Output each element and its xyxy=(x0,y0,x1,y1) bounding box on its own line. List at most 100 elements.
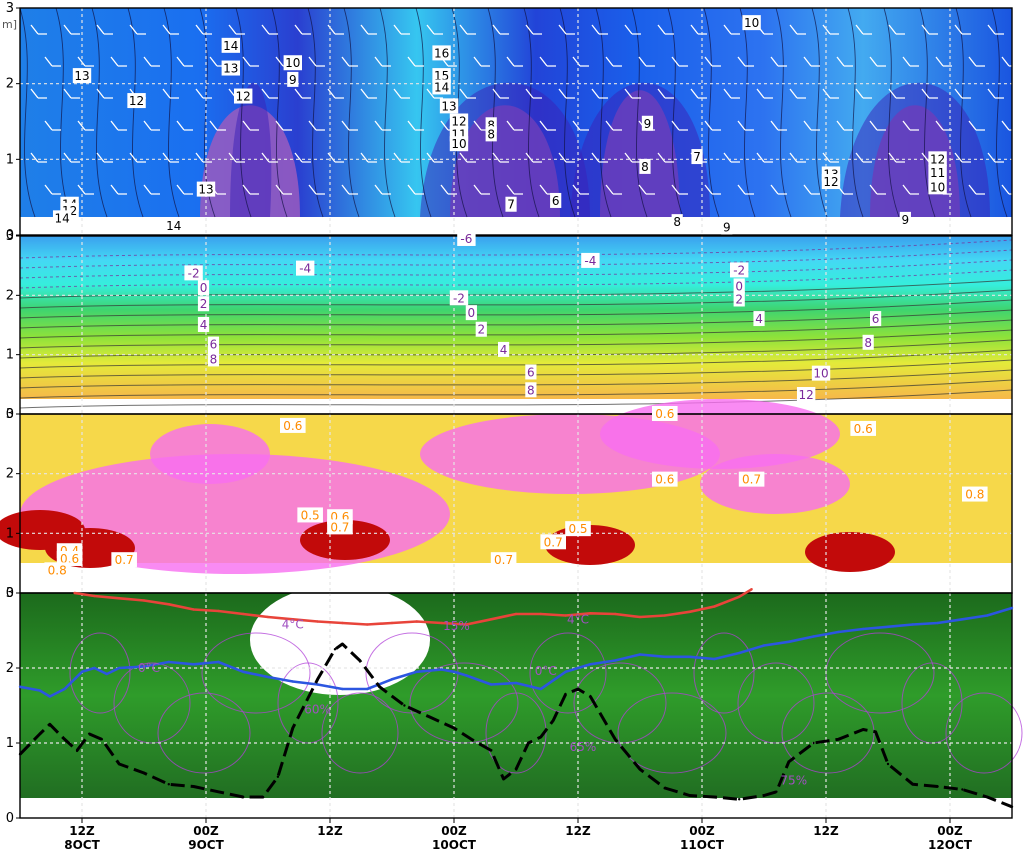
contour-label-box xyxy=(234,88,253,104)
panel-frame xyxy=(19,7,1013,236)
series-point xyxy=(911,623,914,626)
series-point xyxy=(465,674,468,677)
y-unit-fragment: m] xyxy=(2,18,17,31)
contour-label-box xyxy=(565,521,591,537)
wind-barb xyxy=(902,120,919,131)
series-point xyxy=(564,614,567,617)
y-tick-label: 0 xyxy=(6,811,14,826)
contour-label: -6 xyxy=(460,232,472,246)
wind-barb xyxy=(110,56,127,67)
wind-barb xyxy=(426,88,443,99)
series-point xyxy=(341,687,344,691)
series-point xyxy=(452,726,456,730)
wind-barb xyxy=(770,120,787,131)
contour-label: 0.5 xyxy=(568,522,587,536)
contour-label-box xyxy=(928,179,947,195)
wind-barb xyxy=(737,184,754,195)
humidity-contour xyxy=(157,692,251,774)
series-point xyxy=(93,666,96,670)
wind-barb xyxy=(803,120,820,131)
series-point xyxy=(539,735,542,739)
series-point xyxy=(490,749,493,752)
humidity-contour xyxy=(321,692,399,774)
wind-barb xyxy=(558,152,575,163)
humidity-contour xyxy=(529,632,607,714)
wind-barb xyxy=(987,152,1004,163)
field-maximum xyxy=(300,520,390,560)
contour-label-box xyxy=(111,552,137,568)
wind-barb xyxy=(657,152,674,163)
wind-barb xyxy=(605,184,622,195)
wind-barb xyxy=(143,184,160,195)
series-point xyxy=(986,795,989,799)
y-tick-label: 1 xyxy=(6,348,14,363)
y-tick-label: 0 xyxy=(6,228,14,243)
wind-barb xyxy=(195,24,212,35)
series-point xyxy=(936,621,939,625)
x-tick-date-label: 9OCT xyxy=(188,838,224,852)
series-point xyxy=(936,785,939,788)
wind-barb xyxy=(822,152,839,163)
wind-barb xyxy=(525,88,542,99)
wind-barb xyxy=(294,152,311,163)
contour-label: 13 xyxy=(198,183,213,197)
wind-barb xyxy=(723,152,740,163)
wind-barb xyxy=(341,56,358,67)
wind-barb xyxy=(374,56,391,67)
wind-barb xyxy=(426,152,443,163)
wind-barb xyxy=(63,88,80,99)
wind-contour-line xyxy=(739,7,756,218)
series-point xyxy=(539,687,542,691)
wind-barb xyxy=(473,184,490,195)
temp-contour-line xyxy=(19,379,1013,399)
series-point xyxy=(428,715,431,718)
contour-label: 9 xyxy=(644,117,652,131)
wind-barb xyxy=(407,184,424,195)
wind-barb xyxy=(605,120,622,131)
contour-label-box xyxy=(221,37,240,53)
temp-contour-line xyxy=(19,269,1013,289)
wind-barb xyxy=(407,56,424,67)
wind-barb xyxy=(789,24,806,35)
contour-label: 10 xyxy=(744,16,759,30)
wind-barb xyxy=(393,152,410,163)
contour-label-box xyxy=(639,158,651,174)
contour-label-box xyxy=(742,15,761,31)
series-point xyxy=(862,627,865,631)
wind-barb xyxy=(96,152,113,163)
series-point xyxy=(316,678,319,681)
contour-label: 0.5 xyxy=(301,508,320,522)
contour-label-box xyxy=(280,417,306,433)
wind-barb xyxy=(954,152,971,163)
wind-barb xyxy=(176,120,193,131)
x-tick-date-label: 10OCT xyxy=(432,838,477,852)
wind-barb xyxy=(195,152,212,163)
wind-barb xyxy=(44,120,61,131)
wind-barb xyxy=(704,56,721,67)
series-point xyxy=(366,623,369,626)
wind-barb xyxy=(228,24,245,35)
contour-label: 4 xyxy=(500,343,508,357)
panels-layer xyxy=(0,7,1023,818)
wind-contour-line xyxy=(487,7,504,218)
wind-barb xyxy=(723,24,740,35)
x-tick-date-label: 12OCT xyxy=(928,838,973,852)
series-point xyxy=(266,675,270,679)
contour-label-box xyxy=(850,420,876,436)
series-point xyxy=(552,719,555,722)
contour-label-box xyxy=(525,382,537,398)
series-point xyxy=(291,618,294,621)
contour-label-box xyxy=(287,71,299,87)
wind-barb xyxy=(327,152,344,163)
series-point xyxy=(38,732,42,736)
wind-barb xyxy=(657,24,674,35)
wind-barb xyxy=(671,184,688,195)
contour-label-box xyxy=(490,552,517,568)
wind-barb xyxy=(327,88,344,99)
contour-label: 2 xyxy=(200,297,208,311)
wind-region-band xyxy=(840,82,990,217)
contour-label: 10 xyxy=(451,137,466,151)
series-point xyxy=(333,648,337,651)
temp-contour-line xyxy=(19,349,1013,369)
series-point xyxy=(378,685,381,688)
